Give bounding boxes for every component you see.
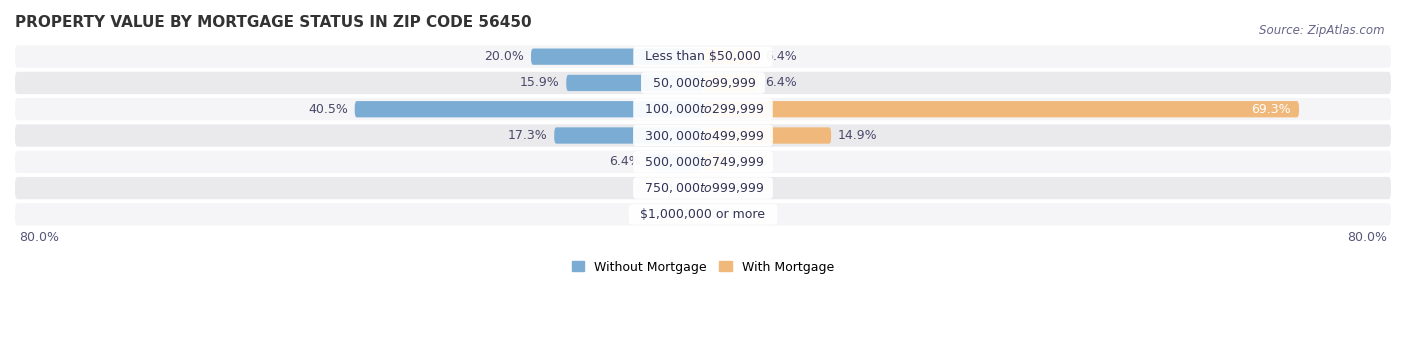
Text: $750,000 to $999,999: $750,000 to $999,999	[637, 181, 769, 195]
FancyBboxPatch shape	[15, 177, 1391, 199]
FancyBboxPatch shape	[15, 45, 1391, 68]
FancyBboxPatch shape	[703, 75, 758, 91]
Text: PROPERTY VALUE BY MORTGAGE STATUS IN ZIP CODE 56450: PROPERTY VALUE BY MORTGAGE STATUS IN ZIP…	[15, 15, 531, 30]
Text: 40.5%: 40.5%	[308, 103, 347, 116]
Text: 0.0%: 0.0%	[664, 208, 696, 221]
Text: 15.9%: 15.9%	[520, 76, 560, 89]
FancyBboxPatch shape	[354, 101, 703, 117]
Text: 14.9%: 14.9%	[838, 129, 877, 142]
Text: 0.0%: 0.0%	[664, 181, 696, 195]
FancyBboxPatch shape	[703, 154, 728, 170]
Text: 6.4%: 6.4%	[765, 50, 797, 63]
Text: $1,000,000 or more: $1,000,000 or more	[633, 208, 773, 221]
Text: Source: ZipAtlas.com: Source: ZipAtlas.com	[1260, 24, 1385, 37]
FancyBboxPatch shape	[531, 48, 703, 65]
Text: 0.0%: 0.0%	[710, 208, 742, 221]
FancyBboxPatch shape	[648, 154, 703, 170]
Text: 80.0%: 80.0%	[1347, 231, 1386, 244]
FancyBboxPatch shape	[567, 75, 703, 91]
Text: 0.0%: 0.0%	[710, 181, 742, 195]
Text: 6.4%: 6.4%	[609, 155, 641, 168]
FancyBboxPatch shape	[703, 48, 758, 65]
Text: 80.0%: 80.0%	[20, 231, 59, 244]
FancyBboxPatch shape	[15, 203, 1391, 225]
Text: $500,000 to $749,999: $500,000 to $749,999	[637, 155, 769, 169]
Legend: Without Mortgage, With Mortgage: Without Mortgage, With Mortgage	[567, 255, 839, 279]
Text: $300,000 to $499,999: $300,000 to $499,999	[637, 129, 769, 143]
FancyBboxPatch shape	[15, 124, 1391, 147]
FancyBboxPatch shape	[554, 128, 703, 144]
FancyBboxPatch shape	[15, 98, 1391, 120]
Text: 20.0%: 20.0%	[484, 50, 524, 63]
Text: 3.0%: 3.0%	[735, 155, 768, 168]
FancyBboxPatch shape	[15, 72, 1391, 94]
Text: 6.4%: 6.4%	[765, 76, 797, 89]
FancyBboxPatch shape	[703, 128, 831, 144]
Text: $100,000 to $299,999: $100,000 to $299,999	[637, 102, 769, 116]
Text: 69.3%: 69.3%	[1251, 103, 1291, 116]
Text: $50,000 to $99,999: $50,000 to $99,999	[645, 76, 761, 90]
FancyBboxPatch shape	[15, 151, 1391, 173]
FancyBboxPatch shape	[703, 101, 1299, 117]
Text: 17.3%: 17.3%	[508, 129, 547, 142]
Text: Less than $50,000: Less than $50,000	[637, 50, 769, 63]
